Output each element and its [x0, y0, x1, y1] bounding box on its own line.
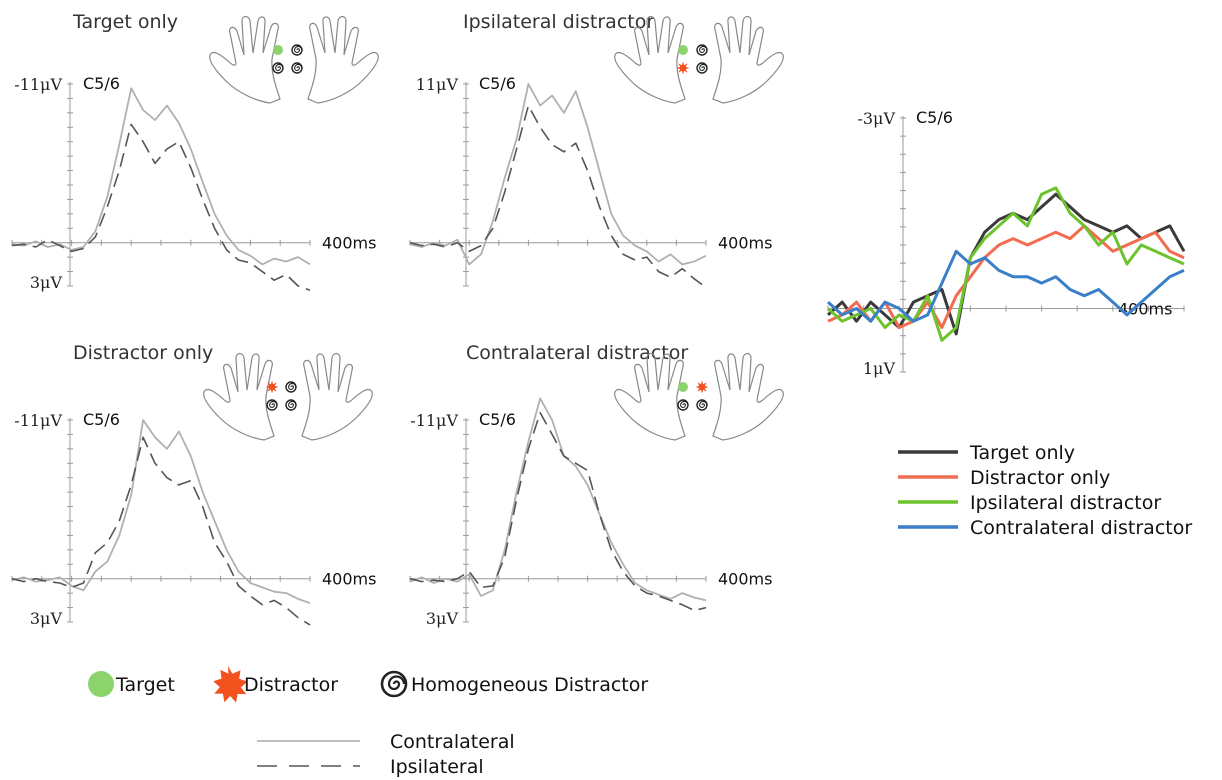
target-dot-icon [678, 45, 688, 55]
series-legend: Target only Distractor only Ipsilateral di… [898, 442, 1192, 539]
series-line-distractor-only [827, 224, 1185, 329]
legend-contralateral-label: Contralateral [390, 731, 515, 753]
target-dot-icon [273, 45, 283, 55]
hands-icon [614, 352, 784, 441]
right-hand-outline [301, 352, 373, 441]
spiral-icon [285, 381, 297, 393]
target-dot-icon [678, 382, 688, 392]
legend-distractor-label: Distractor [244, 674, 338, 696]
series-line-ipsilateral [409, 104, 707, 289]
spiral-icon [272, 62, 284, 74]
panel-title: Distractor only [73, 342, 213, 364]
y-bottom-label: 3μV [426, 609, 459, 628]
distractor-star-icon [265, 380, 279, 394]
erp-panel-5: -3μV 1μV C5/6 400ms [826, 108, 1186, 378]
distractor-star-icon [695, 380, 709, 394]
series-line-ipsilateral-distractor [827, 186, 1185, 342]
erp-panel-3: Distractor only -11μV 3μV C5/6 400ms [11, 342, 376, 628]
legend-homogeneous-label: Homogeneous Distractor [411, 674, 648, 696]
legend-entry: Contralateral distractor [970, 517, 1192, 539]
electrode-label: C5/6 [83, 74, 120, 93]
panel-title: Target only [72, 11, 178, 33]
spiral-icon [696, 62, 708, 74]
hands-icon [614, 15, 784, 104]
electrode-label: C5/6 [479, 410, 516, 429]
panel-title: Contralateral distractor [466, 342, 688, 364]
series-line-contralateral [11, 419, 311, 605]
spiral-icon [696, 399, 708, 411]
series-line-contralateral [11, 87, 311, 266]
y-top-label: 11μV [416, 75, 459, 94]
erp-panel-1: Target only -11μV 3μV C5/6 400ms [11, 11, 379, 292]
left-hand-outline [209, 15, 281, 104]
legend-entry: Target only [969, 442, 1075, 464]
y-top-label: -3μV [857, 109, 895, 128]
y-bottom-label: 3μV [30, 273, 63, 292]
y-top-label: -11μV [410, 411, 458, 430]
legend-target-label: Target [115, 674, 175, 696]
left-hand-outline [614, 352, 686, 441]
left-hand-outline [203, 352, 275, 441]
x-end-label: 400ms [322, 570, 376, 589]
series-line-target-only [826, 192, 1186, 336]
x-end-label: 400ms [1118, 300, 1172, 319]
stimulus-legend: Target Distractor Homogeneous Distractor… [88, 666, 648, 778]
hands-icon [203, 352, 373, 441]
legend-ipsilateral-label: Ipsilateral [390, 756, 484, 778]
y-top-label: -11μV [14, 75, 62, 94]
x-end-label: 400ms [718, 570, 772, 589]
spiral-icon [677, 399, 689, 411]
hands-icon [209, 15, 379, 104]
spiral-icon [291, 62, 303, 74]
electrode-label: C5/6 [479, 74, 516, 93]
electrode-label: C5/6 [916, 108, 953, 127]
y-bottom-label: 1μV [863, 359, 896, 378]
spiral-icon [696, 44, 708, 56]
erp-panel-2: Ipsilateral distractor 11μV C5/6 400ms [409, 11, 784, 289]
right-hand-outline [712, 352, 784, 441]
series-line-ipsilateral [409, 412, 707, 612]
y-top-label: -11μV [14, 411, 62, 430]
spiral-icon [380, 670, 408, 698]
series-line-contralateral [409, 83, 707, 266]
legend-entry: Ipsilateral distractor [970, 492, 1161, 514]
electrode-label: C5/6 [83, 410, 120, 429]
y-bottom-label: 3μV [30, 609, 63, 628]
target-dot-icon [88, 671, 114, 697]
right-hand-outline [712, 15, 784, 104]
distractor-star-icon [213, 666, 248, 703]
series-line-contralateral-distractor [826, 249, 1185, 323]
series-line-ipsilateral [11, 436, 311, 626]
series-line-ipsilateral [11, 123, 311, 292]
spiral-icon [291, 44, 303, 56]
legend-entry: Distractor only [970, 467, 1110, 489]
series-line-contralateral [409, 397, 707, 602]
distractor-star-icon [676, 61, 690, 75]
spiral-icon [266, 399, 278, 411]
spiral-icon [285, 399, 297, 411]
x-end-label: 400ms [718, 234, 772, 253]
erp-panel-4: Contralateral distractor -11μV 3μV C5/6 400m… [409, 342, 784, 628]
right-hand-outline [307, 15, 379, 104]
panel-title: Ipsilateral distractor [463, 11, 654, 33]
left-hand-outline [614, 15, 686, 104]
x-end-label: 400ms [322, 234, 376, 253]
